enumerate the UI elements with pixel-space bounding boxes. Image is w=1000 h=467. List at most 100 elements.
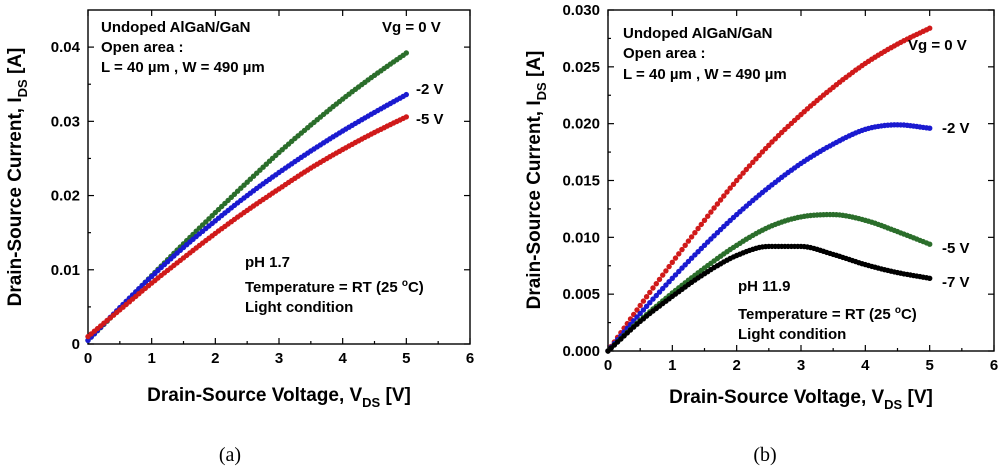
annotation-dims-b: L = 40 µm , W = 490 µm [623, 66, 787, 83]
x-tick-label: 3 [275, 350, 283, 367]
annotation-ph-a: pH 1.7 [245, 254, 290, 271]
x-tick-label: 4 [338, 350, 347, 367]
data-point [724, 189, 730, 195]
annotation-temperature-b: Temperature = RT (25 oC) [738, 305, 917, 323]
data-point [660, 285, 666, 292]
data-point [688, 255, 695, 261]
x-axis-label-a: Drain-Source Voltage, VDS [V] [147, 385, 411, 410]
data-point [647, 289, 653, 296]
x-tick-label: 0 [604, 357, 612, 374]
data-point [637, 310, 643, 317]
annotation-temperature-a: Temperature = RT (25 oC) [245, 278, 424, 296]
series-label-b-m2: -2 V [942, 120, 970, 137]
data-point [705, 213, 711, 219]
data-point [403, 114, 409, 120]
annotation-device-a: Undoped AlGaN/GaN [101, 19, 250, 36]
x-tick-label: 3 [797, 357, 805, 374]
data-point [927, 25, 933, 31]
x-tick-label: 5 [925, 357, 933, 374]
data-point [663, 282, 669, 288]
y-tick-label: 0.04 [51, 39, 81, 56]
data-point [746, 163, 753, 169]
data-point [643, 294, 650, 300]
data-point [737, 174, 743, 180]
data-point [653, 292, 659, 299]
data-point [927, 125, 933, 131]
y-tick-label: 0.005 [562, 286, 600, 303]
data-point [714, 201, 721, 207]
y-axis-label-b: Drain-Source Current, IDS [A] [524, 51, 549, 310]
data-point [721, 193, 727, 199]
data-point [717, 197, 724, 203]
y-tick-label: 0.01 [51, 262, 80, 279]
data-point [756, 152, 762, 159]
data-point [666, 279, 672, 285]
ticks-a: 0 1 2 3 4 5 6 0 0.01 0.02 0.03 0.04 [51, 10, 474, 367]
y-axis-label-a: Drain-Source Current, IDS [A] [5, 48, 30, 307]
data-point [740, 170, 746, 176]
data-point [708, 209, 714, 215]
series-label-a-vg0: Vg = 0 V [382, 19, 441, 36]
y-tick-label: 0.015 [562, 173, 600, 190]
data-point [650, 285, 656, 291]
annotation-ph-b: pH 11.9 [738, 278, 791, 295]
data-point [663, 268, 669, 274]
data-point [643, 303, 650, 309]
series-b-1 [605, 122, 933, 354]
data-point [669, 275, 675, 281]
x-tick-label: 1 [668, 357, 676, 374]
data-point [640, 298, 647, 304]
data-point [647, 300, 653, 306]
data-point [403, 91, 409, 98]
y-tick-label: 0.02 [51, 188, 80, 205]
x-axis-label-b: Drain-Source Voltage, VDS [V] [669, 387, 933, 412]
data-point [730, 181, 737, 187]
data-point [403, 50, 409, 56]
data-point [692, 230, 698, 236]
y-tick-label: 0.025 [562, 59, 600, 76]
y-tick-label: 0.030 [562, 2, 600, 19]
data-point [676, 251, 682, 257]
data-point [727, 185, 733, 191]
data-point [656, 276, 663, 283]
data-point [695, 225, 701, 232]
panel-a: 0 1 2 3 4 5 6 0 0.01 0.02 0.03 0.04 Drain-Source Vo… [5, 9, 474, 466]
data-point [634, 307, 640, 313]
x-tick-label: 6 [466, 350, 474, 367]
annotation-dims-a: L = 40 µm , W = 490 µm [101, 59, 265, 76]
data-point [698, 221, 704, 228]
y-tick-label: 0.03 [51, 113, 80, 130]
x-tick-label: 2 [732, 357, 740, 374]
series-b-3 [605, 243, 933, 354]
annotation-light-a: Light condition [245, 299, 353, 316]
series-a-2 [85, 114, 409, 340]
data-point [660, 272, 666, 278]
y-tick-label: 0 [72, 336, 80, 353]
panel-caption-b: (b) [753, 444, 776, 466]
y-tick-label: 0.020 [562, 116, 600, 133]
annotation-area-a: Open area : [101, 39, 184, 56]
series-label-a-m5: -5 V [416, 111, 444, 128]
data-point [743, 166, 749, 173]
series-label-b-vg0: Vg = 0 V [908, 37, 967, 54]
data-point [685, 238, 692, 244]
data-point [672, 255, 679, 261]
data-point [656, 289, 663, 295]
data-point [679, 246, 685, 253]
data-point [750, 159, 756, 165]
data-point [650, 296, 656, 302]
annotation-area-b: Open area : [623, 45, 706, 62]
x-tick-label: 5 [402, 350, 410, 367]
data-point [666, 263, 672, 270]
data-point [927, 241, 933, 247]
ticks-b: 0 1 2 3 4 5 6 0.000 0.005 0.010 0.015 0.020 0.025 0.0… [562, 2, 998, 374]
data-point [927, 275, 933, 281]
data-point [688, 234, 695, 240]
annotation-light-b: Light condition [738, 326, 846, 343]
y-tick-label: 0.000 [562, 343, 600, 360]
x-tick-label: 2 [211, 350, 219, 367]
x-tick-label: 1 [147, 350, 155, 367]
series-b-0 [605, 25, 933, 354]
x-tick-label: 6 [990, 357, 998, 374]
